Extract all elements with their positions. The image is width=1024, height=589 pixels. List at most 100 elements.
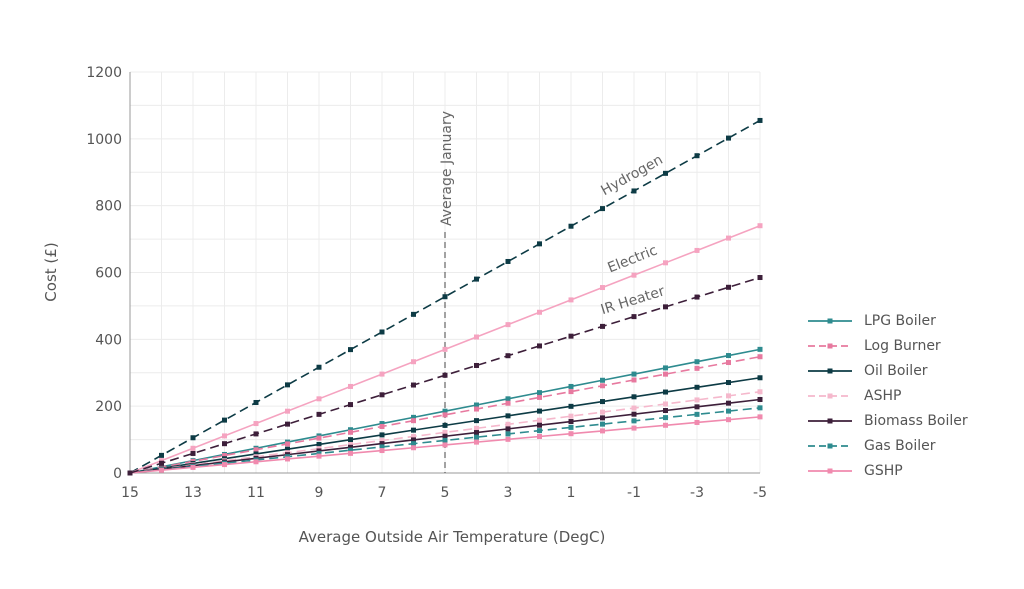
series-marker [726,400,731,406]
series-marker [442,294,448,300]
series-marker [474,276,479,282]
series-marker [631,272,637,278]
series-marker [253,399,259,405]
series-marker [694,384,700,390]
series-marker [663,365,668,371]
series-marker [411,414,416,420]
series-marker [379,371,385,377]
y-axis-title: Cost (£) [42,242,60,301]
legend-item: LPG Boiler [806,308,968,333]
series-marker [348,437,353,443]
series-marker [505,353,511,359]
x-tick-label: 3 [504,485,513,501]
series-marker [474,402,479,408]
series-line [129,355,761,474]
series-marker [348,383,353,389]
series-marker [568,431,574,437]
series-marker [442,437,448,443]
series-marker [631,377,637,383]
series-marker [411,437,416,443]
series-marker [726,135,731,141]
series-marker [568,419,574,425]
series-marker [631,188,637,194]
legend-label: Biomass Boiler [864,412,968,429]
legend-swatch [808,418,852,423]
series-marker [379,392,385,398]
series-marker [600,383,605,389]
series-marker [190,445,196,451]
series-marker [757,414,763,420]
series-marker [316,448,322,454]
series-marker [631,405,637,411]
legend-item: Gas Boiler [806,433,968,458]
series-marker [222,417,227,423]
y-tick-label: 200 [95,399,122,415]
series-marker [348,427,353,433]
series-marker [568,389,574,395]
series-marker [726,284,731,290]
series-marker [726,408,731,414]
series-marker [694,411,700,417]
series-marker [348,429,353,435]
series-marker [253,431,259,437]
series-line [129,119,761,474]
series-marker [663,260,668,266]
series-marker [663,389,668,395]
series-marker [474,406,479,412]
series-marker [348,347,353,353]
series-marker [537,394,542,400]
series-marker [663,422,668,428]
series-marker [379,432,385,438]
series-marker [159,458,164,464]
series-marker [474,430,479,436]
series-marker [568,297,574,303]
series-marker [568,413,574,419]
series-marker [474,418,479,424]
series-marker [537,408,542,414]
series-marker [663,401,668,407]
series-marker [537,309,542,315]
legend-swatch [808,343,852,348]
x-tick-label: -1 [627,485,641,501]
series-marker [505,436,511,442]
legend-item: Biomass Boiler [806,408,968,433]
series-marker [411,441,416,447]
series-marker [379,448,385,454]
x-tick-label: 9 [315,485,324,501]
series-marker [600,428,605,434]
series-marker [442,412,448,418]
series-marker [505,421,511,427]
series-marker [757,389,763,395]
series-marker [348,442,353,448]
series-marker [631,411,637,417]
chart-legend: LPG Boiler Log Burner Oil Boiler ASHP Biomas… [806,308,968,483]
series-marker [757,223,763,229]
series-marker [757,275,763,281]
series-marker [222,453,227,459]
series-marker [348,450,353,456]
x-tick-label: 1 [567,485,576,501]
x-tick-label: 5 [441,485,450,501]
series-marker [379,444,385,450]
series-marker [411,427,416,433]
series-marker [316,364,322,370]
series-marker [474,434,479,440]
series-marker [505,431,511,437]
series-marker [253,421,259,427]
legend-item: Oil Boiler [806,358,968,383]
series-marker [568,223,574,229]
series-marker [600,399,605,405]
series-marker [442,429,448,435]
series-marker [694,397,700,403]
series-marker [726,360,731,366]
series-marker [694,247,700,253]
series-marker [631,418,637,424]
series-marker [726,417,731,423]
series-marker [222,462,227,468]
series-marker [694,294,700,300]
series-marker [631,394,637,400]
series-marker [474,362,479,368]
series-marker [568,403,574,409]
x-tick-label: 7 [378,485,387,501]
series-marker [285,446,290,452]
